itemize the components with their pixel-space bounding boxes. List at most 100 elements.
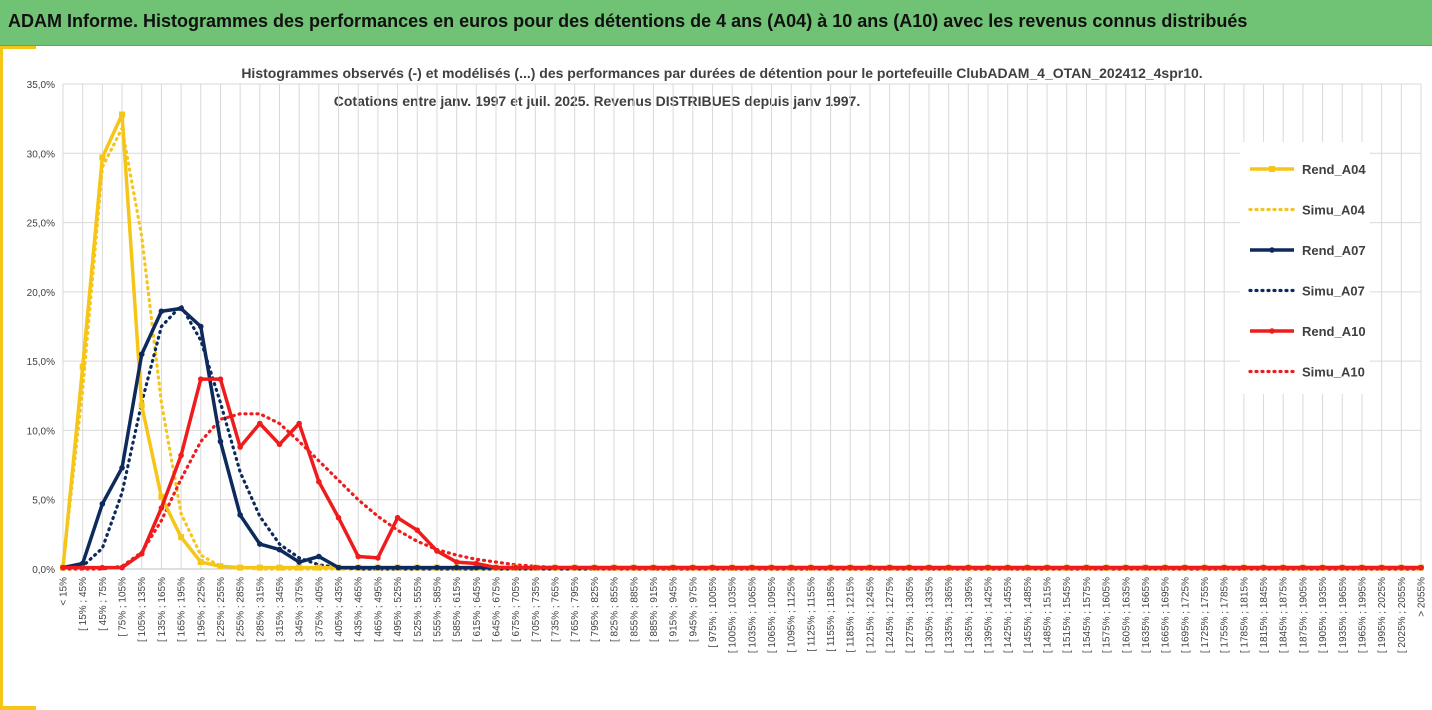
x-tick-label: [ 375% ; 405% xyxy=(314,577,325,642)
legend-label: Simu_A07 xyxy=(1302,284,1365,299)
x-tick-label: [ 285% ; 315% xyxy=(255,577,266,642)
point-rend_a10 xyxy=(1201,564,1208,571)
point-rend_a10 xyxy=(99,564,106,571)
point-rend_a07 xyxy=(375,564,381,571)
point-rend_a10 xyxy=(808,564,814,571)
x-tick-label: [ 1755% ; 1785% xyxy=(1220,577,1231,653)
point-rend_a04 xyxy=(119,111,126,118)
point-rend_a10 xyxy=(1083,564,1090,571)
point-rend_a10 xyxy=(296,420,302,427)
legend: Rend_A04 Simu_A04 Rend_A07 Simu_A07 Rend_A10… xyxy=(1240,142,1370,394)
x-tick-label: [ 765% ; 795% xyxy=(570,577,581,642)
x-tick-label: [ 45% ; 75% xyxy=(98,577,109,631)
point-rend_a10 xyxy=(257,420,263,427)
point-rend_a10 xyxy=(355,553,362,560)
point-rend_a10 xyxy=(79,564,86,571)
point-rend_a07 xyxy=(276,546,283,553)
x-tick-label: [ 615% ; 645% xyxy=(472,577,483,642)
point-rend_a10 xyxy=(473,560,480,567)
x-tick-label: [ 825% ; 855% xyxy=(610,577,621,642)
point-rend_a10 xyxy=(1418,564,1424,571)
point-rend_a10 xyxy=(237,444,243,450)
x-tick-label: > 2055% xyxy=(1417,577,1428,617)
point-rend_a10 xyxy=(906,564,913,571)
point-rend_a04 xyxy=(296,564,303,571)
x-tick-label: [ 795% ; 825% xyxy=(590,577,601,642)
x-tick-label: [ 855% ; 885% xyxy=(629,577,640,642)
x-tick-label: [ 1155% ; 1185% xyxy=(826,577,837,652)
x-tick-label: [ 555% ; 585% xyxy=(432,577,443,642)
accent-bar-left xyxy=(0,46,3,710)
point-rend_a07 xyxy=(79,560,86,567)
point-rend_a10 xyxy=(453,559,460,565)
y-tick-label: 30,0% xyxy=(27,149,55,160)
point-rend_a10 xyxy=(1260,564,1267,571)
point-rend_a10 xyxy=(552,564,558,571)
point-rend_a10 xyxy=(630,564,637,571)
chart-title: Histogrammes observés (-) et modélisés (… xyxy=(241,65,1202,81)
series-line-simu_a07 xyxy=(61,304,1423,571)
x-tick-label: [ 1185% ; 1215% xyxy=(846,577,857,653)
point-rend_a04 xyxy=(79,363,86,370)
point-rend_a07 xyxy=(237,512,243,518)
x-tick-label: [ 885% ; 915% xyxy=(649,577,660,642)
point-rend_a07 xyxy=(394,564,401,571)
legend-box xyxy=(1240,142,1370,394)
grid xyxy=(62,83,1422,570)
point-rend_a10 xyxy=(1182,564,1188,571)
point-rend_a10 xyxy=(217,376,224,382)
x-tick-label: [ 1245% ; 1275% xyxy=(885,577,896,653)
chart-subtitle: Cotations entre janv. 1997 et juil. 2025… xyxy=(334,93,860,109)
x-tick-label: [ 1665% ; 1695% xyxy=(1161,577,1172,653)
legend-label: Rend_A10 xyxy=(1302,324,1366,339)
series-line-simu_a04 xyxy=(61,126,1423,571)
point-rend_a10 xyxy=(768,564,775,571)
point-rend_a10 xyxy=(867,564,873,571)
x-tick-label: [ 1005% ; 1035% xyxy=(728,577,739,653)
point-rend_a10 xyxy=(650,564,657,571)
point-rend_a10 xyxy=(1241,564,1247,571)
point-rend_a10 xyxy=(1162,564,1168,571)
point-rend_a04 xyxy=(217,563,224,570)
histogram-chart: Histogrammes observés (-) et modélisés (… xyxy=(27,65,1428,653)
y-tick-label: 0,0% xyxy=(32,565,55,576)
x-tick-label: [ 105% ; 135% xyxy=(137,577,148,642)
point-rend_a10 xyxy=(985,564,991,571)
point-rend_a10 xyxy=(1359,564,1365,571)
header-title: ADAM Informe. Histogrammes des performan… xyxy=(8,11,1248,31)
point-rend_a10 xyxy=(375,555,381,561)
point-rend_a10 xyxy=(1004,564,1011,571)
point-rend_a07 xyxy=(434,564,440,571)
x-tick-label: [ 1425% ; 1455% xyxy=(1003,577,1014,653)
legend-marker xyxy=(1269,328,1275,334)
point-rend_a07 xyxy=(296,559,302,565)
accent-bar-bottom xyxy=(0,706,36,710)
point-rend_a10 xyxy=(749,564,755,571)
x-tick-label: [ 1875% ; 1905% xyxy=(1298,577,1309,653)
point-rend_a04 xyxy=(256,564,263,571)
x-tick-label: [ 1785% ; 1815% xyxy=(1239,577,1250,653)
x-tick-label: [ 1695% ; 1725% xyxy=(1180,577,1191,653)
legend-marker xyxy=(1269,166,1275,172)
y-tick-label: 25,0% xyxy=(27,219,55,230)
point-rend_a04 xyxy=(315,564,322,571)
x-tick-label: [ 1395% ; 1425% xyxy=(984,577,995,653)
accent-bar-top xyxy=(0,46,36,49)
point-rend_a10 xyxy=(670,564,676,571)
point-rend_a10 xyxy=(276,441,283,448)
point-rend_a10 xyxy=(414,527,421,533)
x-tick-label: [ 465% ; 495% xyxy=(373,577,384,642)
axes: < 15% [ 15% ; 45% [ 45% ; 75% [ 75% ; 105% [… xyxy=(27,80,1428,653)
point-rend_a07 xyxy=(217,438,224,445)
x-tick-label: [ 1035% ; 1065% xyxy=(747,577,758,653)
point-rend_a10 xyxy=(1122,564,1129,571)
legend-label: Rend_A07 xyxy=(1302,243,1366,258)
legend-label: Rend_A04 xyxy=(1302,162,1366,177)
point-rend_a10 xyxy=(926,564,932,571)
point-rend_a07 xyxy=(355,564,362,571)
point-rend_a07 xyxy=(316,553,322,560)
point-rend_a10 xyxy=(945,564,952,571)
point-rend_a07 xyxy=(257,541,263,547)
point-rend_a07 xyxy=(178,305,184,312)
point-rend_a10 xyxy=(178,452,184,459)
